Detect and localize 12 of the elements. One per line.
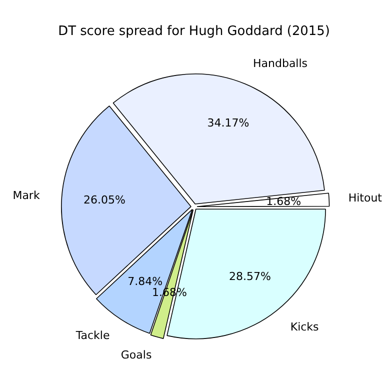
data-label: 1.68% <box>266 194 302 208</box>
slice-label: Goals <box>120 348 152 362</box>
data-label: 34.17% <box>207 116 250 130</box>
data-label: 7.84% <box>128 274 163 288</box>
chart-title: DT score spread for Hugh Goddard (2015) <box>58 24 330 40</box>
slice-label: Mark <box>12 188 40 202</box>
slice-label: Hitout <box>348 192 383 205</box>
slice-label: Tackle <box>74 329 110 342</box>
slice-label: Kicks <box>290 320 320 334</box>
slice-label: Handballs <box>252 56 308 70</box>
data-label: 28.57% <box>228 270 271 283</box>
data-label: 26.05% <box>83 193 126 206</box>
